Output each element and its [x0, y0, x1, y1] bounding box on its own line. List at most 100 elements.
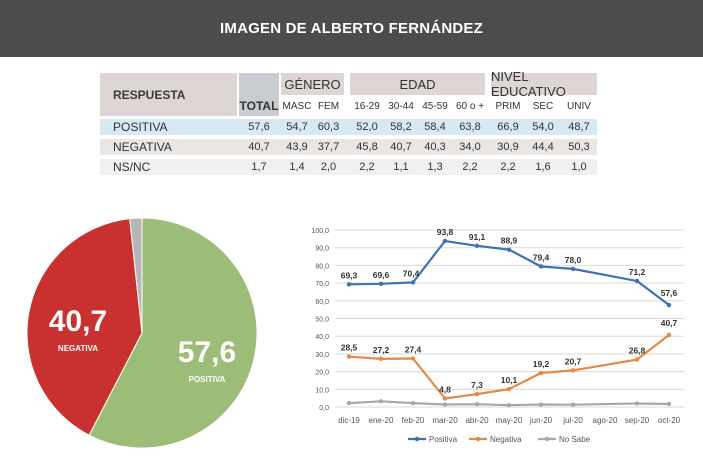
y-tick-label: 100,0: [311, 228, 329, 235]
x-tick-label: sep-20: [625, 416, 650, 425]
row-label: NS/NC: [113, 160, 151, 174]
data-label-negativa: 4,8: [439, 385, 451, 395]
data-point-nosabe: [442, 402, 448, 407]
data-label-negativa: 10,1: [501, 375, 518, 385]
data-point-positiva: [538, 264, 544, 269]
subheader-45-59: 45-59: [422, 101, 448, 112]
y-tick-label: 50,0: [315, 317, 329, 324]
subheader-masc: MASC: [282, 101, 312, 112]
pie-value-label: 40,7: [49, 305, 107, 338]
cell-30-44: 1,1: [393, 161, 409, 173]
pie-category-label: NEGATIVA: [58, 344, 98, 353]
y-tick-label: 10,0: [315, 387, 329, 394]
data-point-nosabe: [410, 400, 416, 406]
x-tick-label: abr-20: [465, 416, 489, 425]
cell-univ: 50,3: [568, 141, 590, 153]
cell-prim: 66,9: [497, 121, 519, 133]
data-label-negativa: 26,8: [629, 346, 646, 356]
cell-total: 1,7: [251, 161, 267, 173]
cell-fem: 37,7: [317, 141, 340, 153]
cell-sec: 54,0: [532, 121, 554, 133]
cell-sec: 1,6: [535, 161, 551, 173]
pie-category-label: POSITIVA: [189, 375, 226, 384]
y-tick-label: 70,0: [315, 281, 329, 288]
data-point-negativa: [474, 391, 480, 397]
y-tick-label: 90,0: [315, 246, 329, 253]
charts-area: 57,6 POSITIVA 40,7 NEGATIVA 0,0 10,0 20,0 30,0…: [26, 217, 684, 449]
respuesta-header: RESPUESTA: [100, 73, 237, 116]
data-label-negativa: 20,7: [565, 356, 582, 366]
x-tick-label: dic-19: [338, 416, 360, 425]
cell-prim: 2,2: [500, 161, 516, 173]
table-row-nsnc: NS/NC 1,7 1,4 2,0 2,2 1,1 1,3 2,2 2,2 1,…: [100, 159, 597, 175]
data-point-negativa: [378, 356, 384, 362]
line-chart: 0,0 10,0 20,0 30,0 40,0 50,0 60,0 70,0 80,0 90,0 1…: [311, 227, 684, 444]
x-tick-label: oct-20: [658, 416, 681, 425]
group-header-nivel-educativo: NIVEL EDUCATIVO: [491, 69, 597, 99]
table-row-negativa: NEGATIVA 40,7 43,9 37,7 45,8 40,7 40,3 3…: [100, 139, 597, 155]
x-tick-label: jun-20: [529, 416, 553, 425]
data-label-positiva: 69,3: [341, 270, 358, 280]
x-tick-label: ago-20: [593, 416, 618, 425]
title-bar: IMAGEN DE ALBERTO FERNÁNDEZ: [0, 0, 703, 57]
y-tick-label: 40,0: [315, 334, 329, 341]
cell-total: 40,7: [248, 141, 270, 153]
data-point-positiva: [346, 282, 352, 287]
y-tick-label: 0,0: [319, 405, 329, 412]
data-label-negativa: 27,2: [373, 345, 390, 355]
data-label-negativa: 7,3: [471, 380, 483, 390]
data-label-positiva: 70,4: [403, 268, 420, 278]
cell-30-44: 58,2: [390, 121, 412, 133]
series-line-negativa: [348, 334, 670, 400]
data-point-positiva: [506, 247, 512, 252]
data-label-negativa: 28,5: [341, 343, 358, 353]
subheader-sec: SEC: [532, 101, 554, 112]
legend-marker: [475, 436, 481, 442]
y-tick-label: 30,0: [315, 352, 329, 359]
cell-masc: 43,9: [286, 141, 308, 153]
data-point-nosabe: [538, 402, 544, 407]
subheader-16-29: 16-29: [354, 101, 380, 112]
legend-marker: [544, 436, 550, 442]
data-label-positiva: 88,9: [501, 236, 518, 246]
subheader-fem: FEM: [317, 101, 340, 112]
cell-prim: 30,9: [497, 141, 519, 153]
data-point-positiva: [634, 278, 640, 284]
cell-16-29: 2,2: [359, 161, 375, 173]
data-label-positiva: 78,0: [565, 255, 582, 265]
x-tick-label: ene-20: [369, 416, 394, 425]
data-point-positiva: [442, 238, 448, 244]
y-tick-label: 20,0: [315, 370, 329, 377]
data-point-negativa: [442, 396, 448, 401]
cell-45-59: 40,3: [424, 141, 446, 153]
subheader-univ: UNIV: [567, 101, 591, 112]
cell-45-59: 1,3: [427, 161, 443, 173]
data-point-negativa: [346, 354, 352, 359]
cell-60-plus: 63,8: [459, 121, 481, 133]
legend-label: Negativa: [490, 435, 522, 444]
data-point-nosabe: [506, 403, 512, 408]
pie-slice-negativa: [26, 218, 143, 436]
data-point-nosabe: [570, 402, 576, 407]
data-label-positiva: 71,2: [629, 267, 646, 277]
data-point-positiva: [378, 281, 384, 287]
row-label: NEGATIVA: [113, 140, 172, 154]
x-tick-label: may-20: [496, 416, 523, 425]
data-point-nosabe: [666, 401, 672, 407]
data-point-negativa: [506, 386, 512, 392]
cell-total: 57,6: [248, 121, 270, 133]
data-point-nosabe: [474, 401, 480, 407]
x-tick-label: jul-20: [562, 416, 583, 425]
data-label-positiva: 57,6: [661, 288, 678, 298]
data-point-negativa: [538, 370, 544, 376]
total-header: TOTAL: [239, 73, 279, 116]
data-point-negativa: [570, 368, 576, 373]
cell-univ: 1,0: [571, 161, 587, 173]
data-point-positiva: [474, 243, 480, 248]
cell-univ: 48,7: [568, 121, 590, 133]
cell-fem: 2,0: [320, 161, 337, 173]
data-point-negativa: [410, 356, 416, 361]
group-header-edad: EDAD: [350, 73, 485, 95]
data-point-positiva: [570, 266, 576, 272]
data-point-nosabe: [378, 399, 384, 404]
